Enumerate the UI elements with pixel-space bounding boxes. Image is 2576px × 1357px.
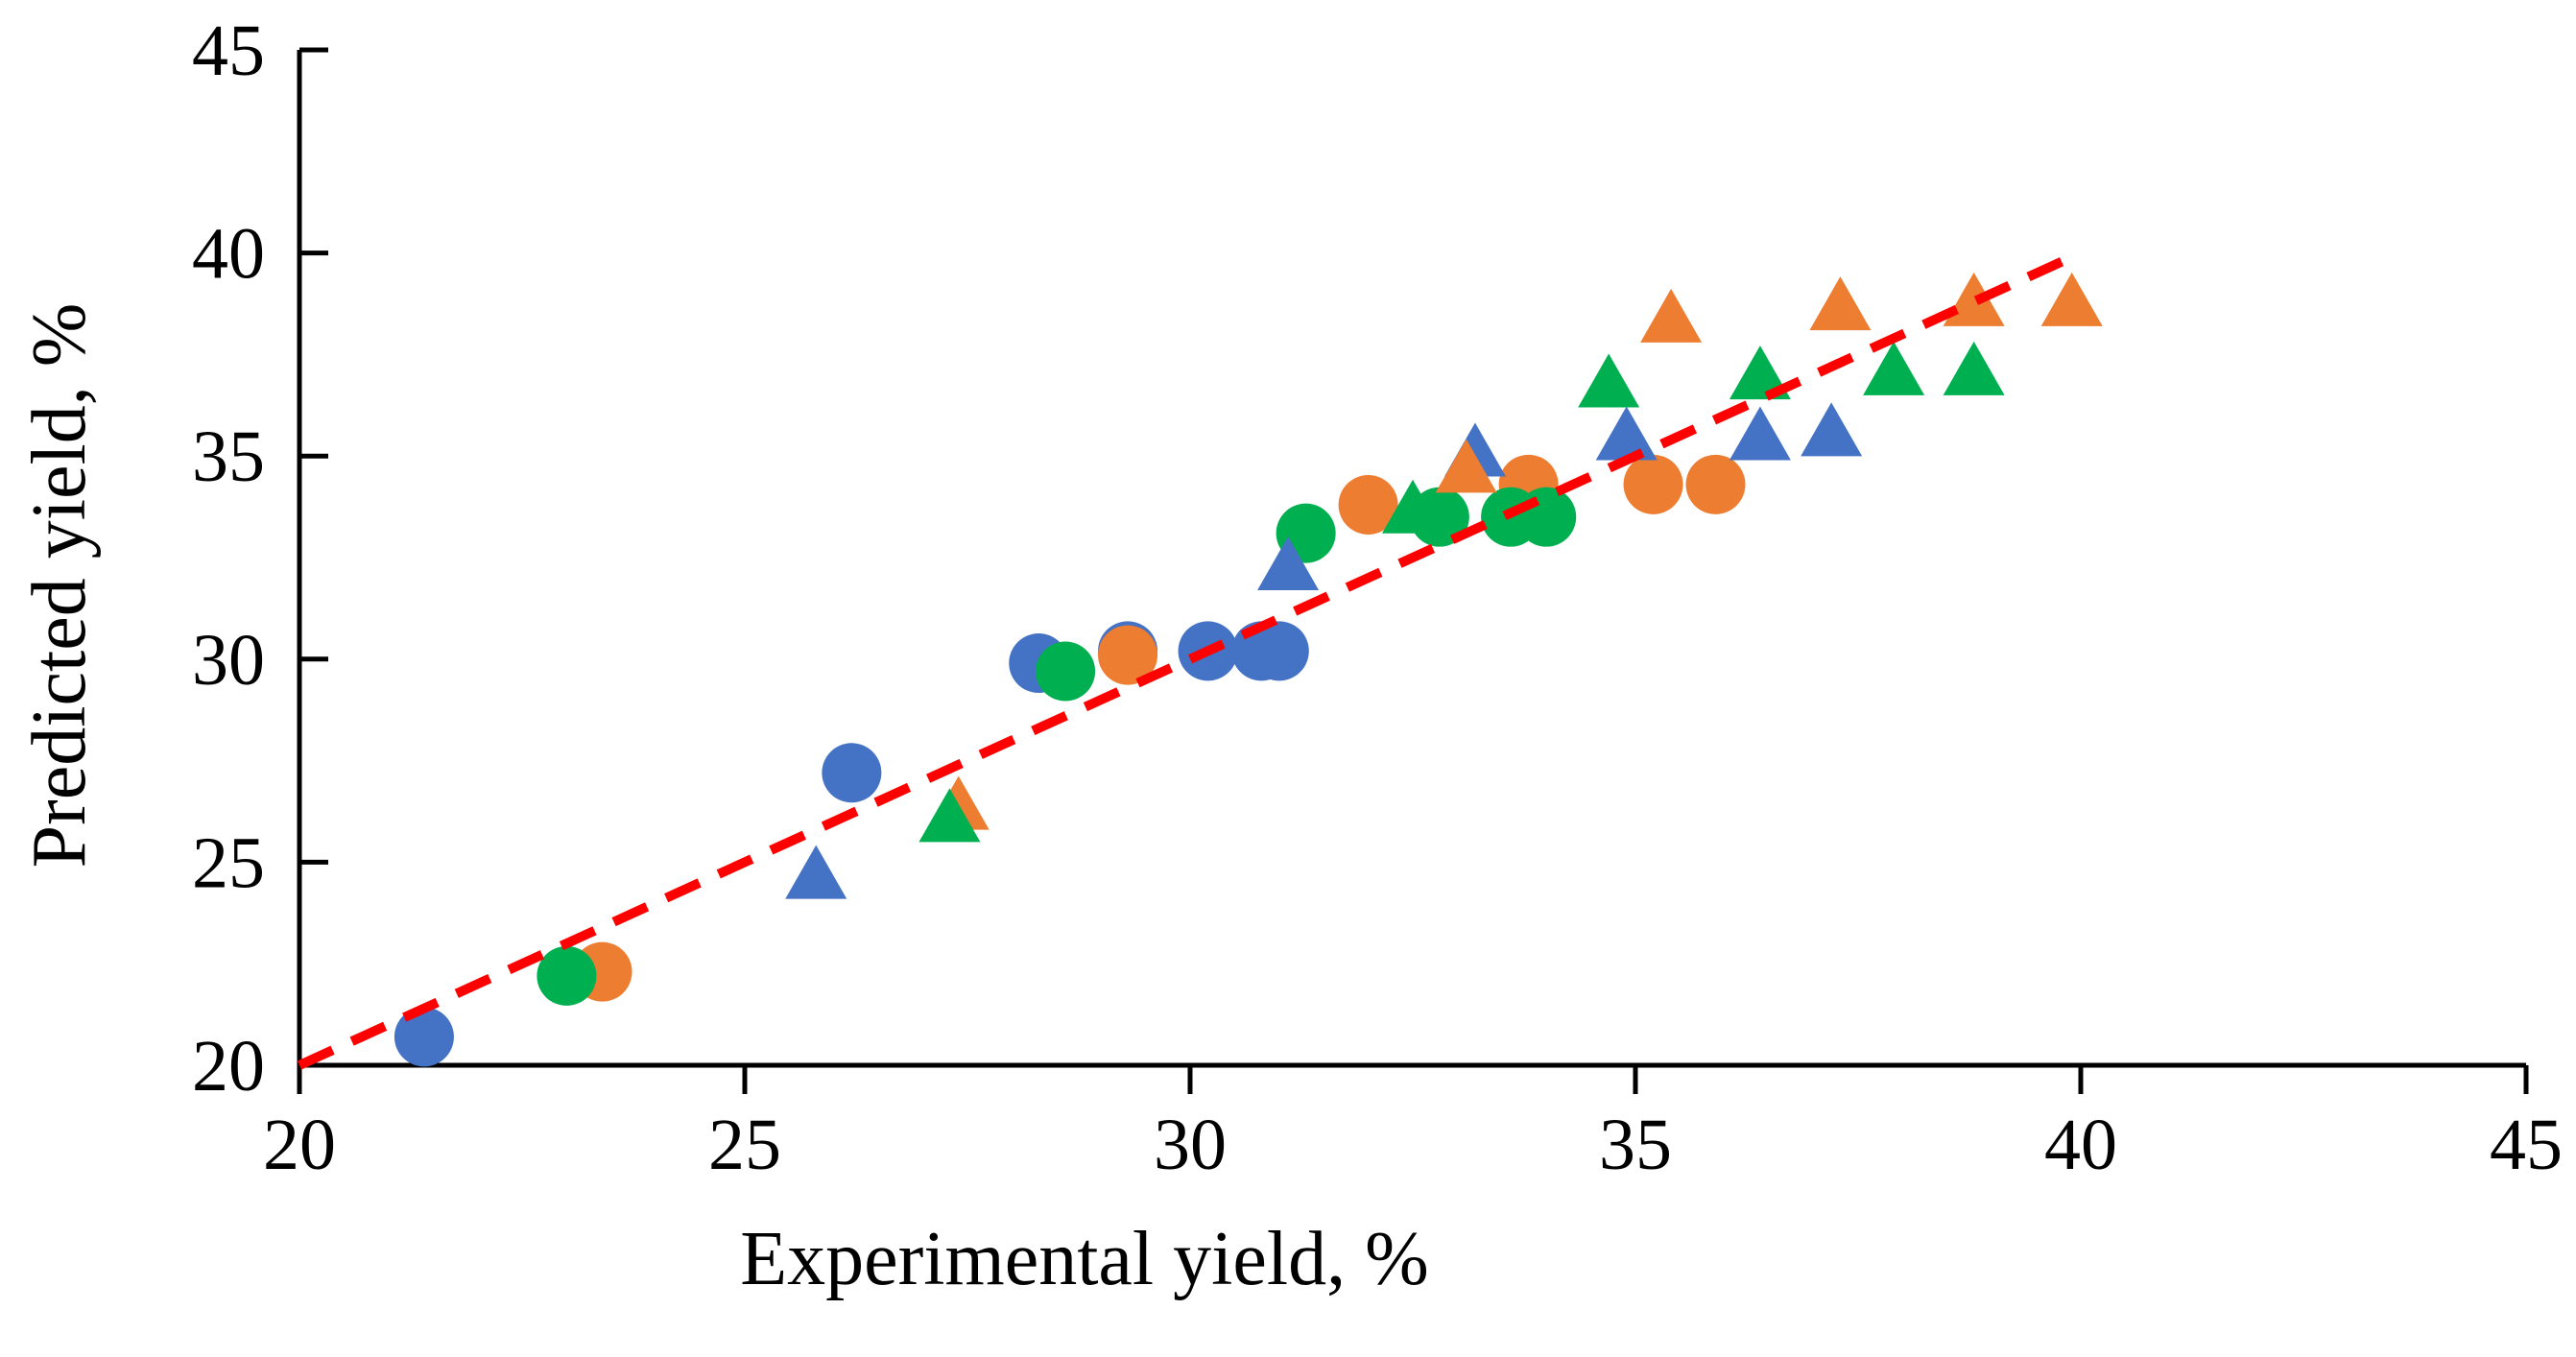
blue-triangle-point [1729,406,1791,461]
fit-line-layer [297,249,2084,1070]
green-triangle-point [1943,341,2005,395]
green-triangle-point [1382,479,1443,534]
blue-triangle-point [1595,406,1658,461]
green-circle-point [1036,641,1096,702]
blue-circle-point [394,1007,454,1067]
tick-labels: 20 25 30 35 40 45 20 25 30 35 40 45 [192,11,2563,1185]
orange-triangle-point [1435,439,1497,493]
y-tick-label: 30 [192,620,265,701]
blue-circle-point [822,743,882,803]
x-tick-label: 25 [708,1105,781,1185]
x-tick-label: 30 [1154,1105,1227,1185]
axes [297,47,2529,1094]
blue-circle-point [1249,621,1309,681]
orange-circle-point [1098,625,1158,685]
x-tick-label: 45 [2490,1105,2563,1185]
blue-triangle-point [1257,536,1320,590]
fit-line [297,249,2084,1070]
green-triangle-point [1863,341,1925,395]
y-tick-label: 25 [192,822,265,903]
x-axis-title: Experimental yield, % [740,1217,1429,1301]
blue-triangle-point [1801,402,1863,457]
orange-circle-point [1338,474,1398,535]
orange-triangle-point [1640,288,1703,343]
green-circle-point [537,945,597,1006]
y-tick-label: 35 [192,417,265,497]
x-tick-label: 35 [1599,1105,1672,1185]
x-tick-label: 20 [263,1105,336,1185]
y-tick-label: 45 [192,11,265,91]
x-tick-label: 40 [2044,1105,2117,1185]
green-circle-point [1516,487,1577,547]
orange-circle-point [1685,454,1746,514]
green-triangle-point [1578,353,1640,408]
green-triangle-point [1729,345,1791,400]
orange-circle-point [1623,454,1683,514]
data-points [394,272,2103,1067]
green-triangle-point [918,788,981,843]
orange-triangle-point [1809,276,1872,331]
orange-triangle-point [1943,272,2005,326]
y-tick-label: 40 [192,214,265,295]
y-axis-title: Predicted yield, % [17,303,102,869]
blue-triangle-point [785,845,847,899]
orange-triangle-point [2040,272,2103,326]
y-tick-label: 20 [192,1026,265,1107]
